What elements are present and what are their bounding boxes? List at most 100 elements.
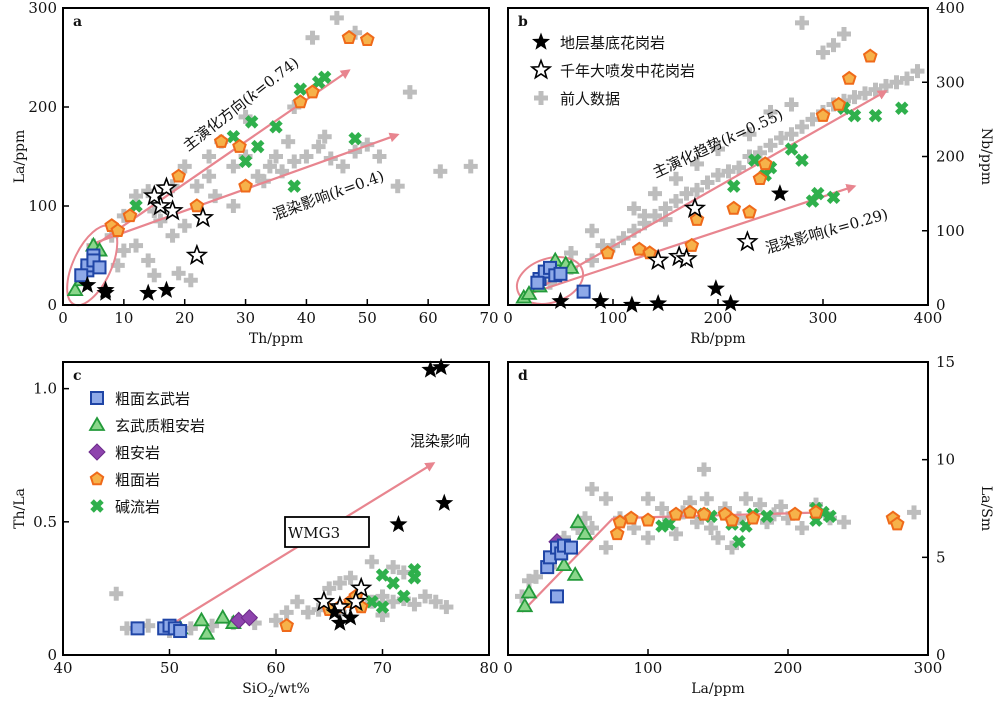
panel-b-cross-point-0: [727, 179, 741, 193]
panel-d-y-tick-label-1: 5: [936, 548, 946, 566]
panel-b-pentagon-point-6: [742, 204, 757, 219]
panel-b-prev-point-6: [637, 216, 652, 231]
panel-b-cross-point-1: [748, 153, 762, 167]
panel-b-cross-point-10: [847, 108, 862, 123]
panel-d-cross-point-11: [823, 509, 837, 524]
panel-d-prev-point-29: [641, 491, 655, 506]
panel-a-pentagon-point-11: [359, 31, 375, 46]
panel-b-prev-point-9: [669, 194, 683, 209]
panel-b-star-solid-point-3: [649, 294, 668, 312]
panel-a-annotation-contam: 混染影响(k=0.4): [270, 167, 386, 224]
panel-a-star-open-point-5: [143, 184, 166, 206]
axes-layer: [62, 7, 929, 656]
panel-c-star-solid-point-5: [341, 608, 360, 626]
panel-c-cross-point-0: [365, 595, 379, 609]
panel-b-y-tick-label-4: 400: [936, 0, 965, 17]
panel-b-square-point-5: [576, 284, 591, 299]
panel-b-pentagon-point-9: [815, 107, 831, 122]
panel-c-wmg3-box: [284, 516, 370, 548]
panel-a-y-axis-label: La/ppm: [12, 130, 28, 184]
panel-d-y-tick-label-3: 15: [936, 353, 955, 371]
panel-d-prev-point-25: [809, 497, 823, 512]
panel-b-pentagon-point-10: [831, 96, 847, 111]
panel-c-star-open-point-1: [312, 589, 336, 612]
panel-a-prev-point-17: [287, 154, 302, 169]
panel-b-star-solid-point-5: [721, 294, 740, 312]
panel-c-prev-point-18: [375, 589, 390, 604]
panel-b-prev-point-41: [690, 156, 704, 171]
panel-b-prev-point-5: [627, 223, 641, 238]
panel-c-prev-point-26: [386, 560, 401, 575]
panel-b-prev-point-48: [637, 208, 652, 223]
panel-a-prev-point-49: [147, 268, 162, 283]
panel-d-prev-point-37: [774, 499, 788, 514]
panel-a-prev-point-26: [402, 85, 417, 100]
panel-c-square-point-4: [173, 624, 188, 639]
panel-d-prev-point-33: [690, 515, 704, 530]
panel-d-prev-point-20: [739, 491, 753, 506]
panel-d-pentagon-point-5: [682, 504, 698, 519]
panel-b-pentagon-point-8: [757, 156, 773, 171]
panel-a-prev-point-32: [177, 218, 192, 233]
panel-c-star-solid-point-0: [421, 360, 440, 378]
panel-a-prev-point-24: [372, 149, 387, 164]
panel-d-prev-point-23: [781, 511, 795, 526]
panel-d-prev-point-4: [557, 530, 571, 545]
panel-a-cross-point-5: [269, 120, 283, 134]
panel-c-star-solid-point-3: [389, 514, 408, 533]
panel-b-prev-point-36: [795, 15, 809, 30]
panel-c-prev-point-22: [418, 589, 433, 604]
panel-c-prev-point-29: [375, 608, 390, 623]
panel-b-prev-point-49: [658, 212, 673, 227]
panel-d-prev-point-7: [585, 521, 599, 536]
panel-c-prev-point-8: [269, 613, 283, 628]
panel-a-pentagon-point-1: [110, 223, 126, 238]
panel-b-y-tick-label-3: 300: [936, 73, 965, 91]
panel-d-y-tick-label-2: 10: [936, 451, 955, 469]
panel-a-cross-point-0: [129, 199, 143, 213]
panel-a-cross-point-3: [244, 115, 259, 129]
panel-d-pentagon-point-10: [787, 506, 803, 521]
panel-c-annotation-contam: 混染影响: [410, 432, 470, 450]
panel-d-prev-point-34: [704, 521, 718, 536]
panel-b-prev-point-22: [805, 112, 820, 127]
panel-d-prev-point-11: [641, 530, 655, 545]
panel-b-pentagon-point-1: [631, 241, 647, 256]
panel-c-star-solid-point-2: [435, 493, 454, 511]
panel-a-cross-point-4: [251, 139, 265, 154]
panel-a-prev-point-33: [208, 189, 223, 204]
panel-d-prev-point-31: [599, 540, 613, 555]
panel-b-prev-point-8: [658, 201, 673, 216]
panel-a-cross-point-10: [348, 131, 362, 146]
legend-c-symbol-0: [90, 391, 104, 405]
panel-b-prev-point-35: [837, 26, 851, 41]
panel-d-pentagon-point-11: [808, 504, 824, 519]
panel-a-prev-point-48: [183, 273, 198, 288]
sample-points-layer: [66, 29, 909, 640]
panel-a-star-open-point-4: [185, 243, 209, 266]
panel-a-pentagon-point-9: [305, 84, 320, 99]
panel-a-pentagon-point-8: [292, 94, 308, 109]
panel-c-prev-point-11: [300, 605, 315, 620]
legend-c-label-3: 粗面岩: [115, 471, 160, 489]
legend-b-symbol-2: [534, 91, 548, 105]
panel-b-star-solid-point-6: [770, 184, 789, 202]
panel-b-square-point-6: [530, 275, 545, 290]
panel-c-prev-point-13: [322, 581, 337, 596]
panel-c-triangle-point-3: [214, 608, 232, 624]
panel-a-star-open-point-2: [161, 199, 184, 221]
panel-b-prev-point-33: [816, 45, 830, 60]
panel-b-letter: b: [518, 14, 528, 30]
panel-c-prev-point-15: [343, 570, 358, 585]
legend-b-label-0: 地层基底花岗岩: [560, 34, 665, 52]
panel-a-prev-point-15: [269, 149, 283, 164]
panel-c-triangle-point-2: [198, 624, 216, 640]
panel-b-prev-point-44: [627, 201, 641, 216]
legend-b-symbol-0: [531, 32, 551, 50]
panel-b-star-open-point-1: [646, 248, 670, 270]
panel-a-triangle-point-0: [66, 281, 84, 297]
panel-d-pentagon-point-6: [696, 506, 712, 521]
panel-d-prev-point-16: [697, 462, 711, 477]
panel-b-prev-point-13: [711, 168, 725, 183]
panel-d-prev-point-30: [585, 481, 599, 496]
